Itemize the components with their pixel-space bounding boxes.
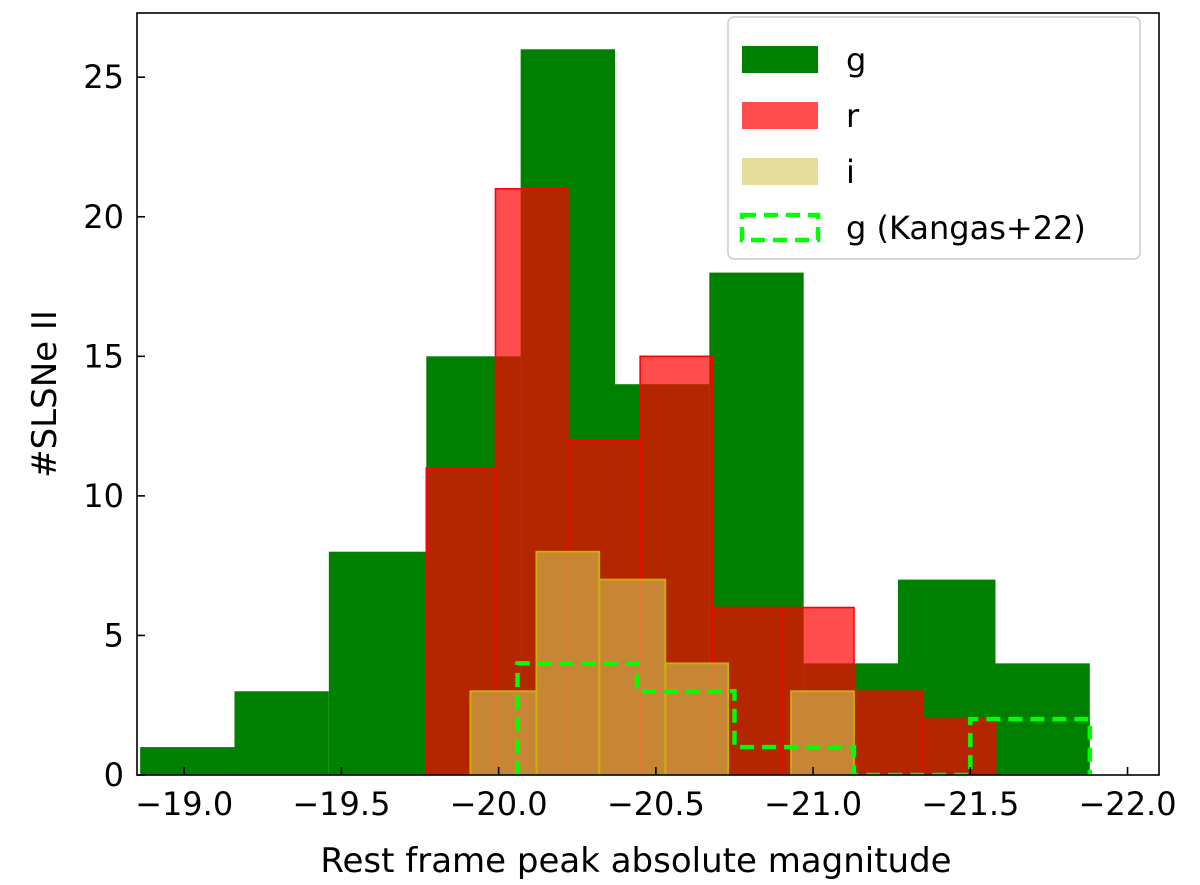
bar-g-2 <box>328 551 427 775</box>
x-tick-label: −22.0 <box>1079 785 1177 823</box>
y-axis-title: #SLSNe II <box>25 310 65 478</box>
bar-i-5 <box>790 690 855 775</box>
x-tick-label: −20.5 <box>607 785 705 823</box>
bar-i-2 <box>598 578 667 775</box>
x-tick-label: −19.0 <box>135 785 233 823</box>
bar-g-1 <box>234 691 329 775</box>
y-tick-label: 5 <box>104 616 124 654</box>
legend-swatch-g <box>742 46 818 73</box>
legend-label-g-kangas-22: g (Kangas+22) <box>846 209 1086 247</box>
legend-swatch-r <box>742 102 818 129</box>
bar-r-6 <box>853 690 924 775</box>
bar-i-0 <box>469 690 538 775</box>
y-tick-label: 0 <box>104 756 124 794</box>
legend-label-i: i <box>846 153 855 191</box>
legend-swatch-g-kangas-22 <box>739 212 821 243</box>
bar-r-7 <box>922 718 997 775</box>
y-tick-label: 10 <box>83 477 124 515</box>
y-tick-label: 15 <box>83 337 124 375</box>
legend-label-r: r <box>846 97 860 135</box>
x-tick-label: −21.5 <box>921 785 1019 823</box>
x-axis: −19.0 −19.5 −20.0 −20.5 −21.0 −21.5 −22.0 <box>135 767 1177 823</box>
bar-g-0 <box>140 747 235 775</box>
y-tick-label: 20 <box>83 198 124 236</box>
legend-label-g: g <box>846 41 866 79</box>
plot-frame <box>136 12 1160 776</box>
x-tick-label: −19.5 <box>292 785 390 823</box>
legend: gri g (Kangas+22) <box>727 16 1141 260</box>
y-axis: 0 5 10 15 20 25 <box>83 58 145 794</box>
legend-swatch-i <box>742 158 818 185</box>
y-tick-label: 25 <box>83 58 124 96</box>
step-g-kangas-22 <box>515 661 1093 775</box>
legend-frame <box>727 16 1141 260</box>
x-tick-label: −21.0 <box>764 785 862 823</box>
bars-layer <box>140 49 1090 775</box>
x-tick-label: −20.0 <box>450 785 548 823</box>
bar-i-3 <box>664 662 730 775</box>
x-axis-title: Rest frame peak absolute magnitude <box>320 841 951 881</box>
step-layer <box>515 661 1093 775</box>
